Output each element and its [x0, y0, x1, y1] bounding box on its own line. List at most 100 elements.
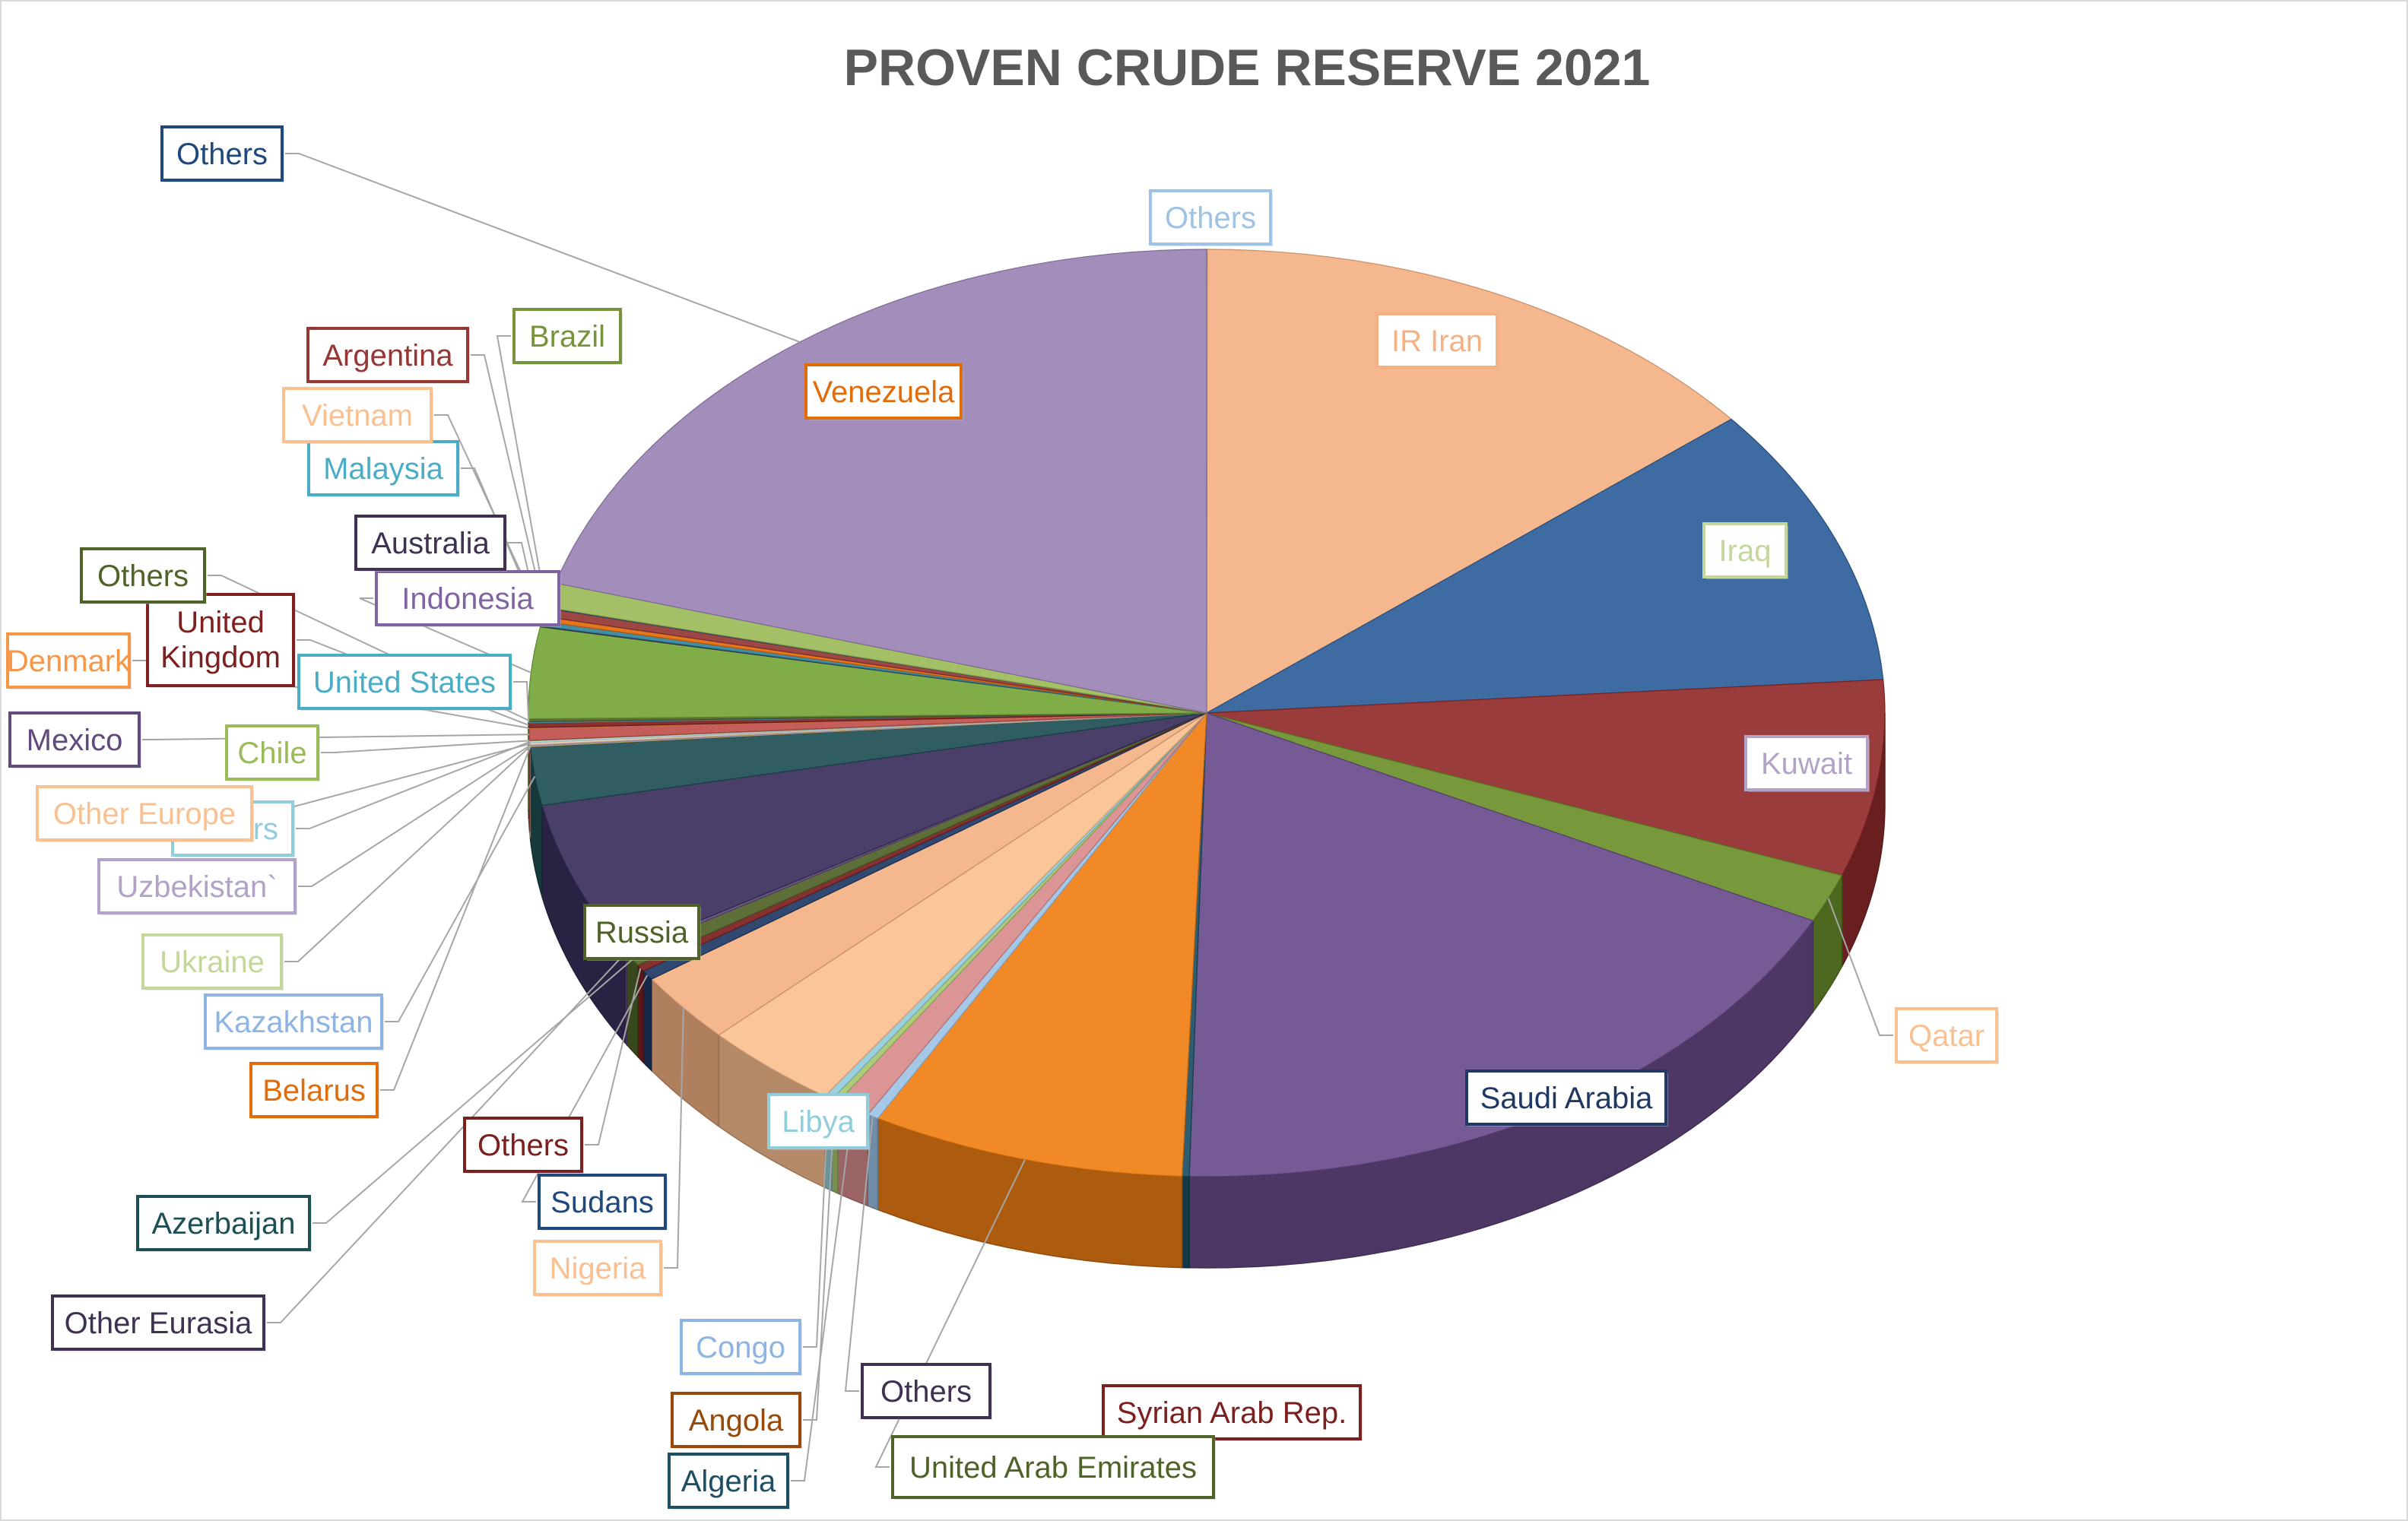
- callout-others-0: Others: [1149, 189, 1273, 246]
- callout-vietnam-34: Vietnam: [282, 387, 433, 444]
- callout-box: [136, 1195, 311, 1251]
- callout-box: [1149, 189, 1272, 246]
- pie-slice-kuwait-3: [1206, 679, 1886, 876]
- callout-box: [1375, 312, 1499, 369]
- callout-text: IR Iran: [1391, 325, 1483, 358]
- callout-box: [80, 547, 206, 604]
- callout-text: United Kingdom: [160, 606, 281, 674]
- callout-box: [533, 1240, 662, 1296]
- callout-text: Vietnam: [302, 399, 413, 433]
- callout-saudi-arabia-5: Saudi Arabia: [1465, 1069, 1668, 1126]
- callout-line-2: Kingdom: [160, 641, 281, 674]
- callout-box: [97, 858, 297, 914]
- leader-line-chile-25: [321, 740, 530, 753]
- callout-text: Denmark: [7, 645, 131, 678]
- leader-line-other-eurasia-17: [267, 952, 627, 1323]
- leader-line-united-states-29: [513, 681, 530, 723]
- callout-mexico-26: Mexico: [8, 711, 141, 768]
- leader-line-argentina-35: [471, 354, 546, 613]
- callout-box: [8, 711, 141, 768]
- callout-text: Libya: [782, 1105, 855, 1139]
- callout-other-eurasia-17: Other Eurasia: [51, 1294, 266, 1351]
- callout-russia-18: Russia: [583, 904, 701, 961]
- callout-box: [204, 993, 383, 1050]
- pie-side-syrian-arab-rep-6: [1181, 1175, 1190, 1269]
- callout-text: Iraq: [1719, 534, 1772, 568]
- pie-slice-ir-iran-1: [1206, 249, 1733, 715]
- callout-text: Sudans: [550, 1186, 654, 1219]
- callout-text: Others: [97, 559, 189, 593]
- callout-text: Argentina: [322, 339, 453, 372]
- callout-text: United Arab Emirates: [909, 1451, 1197, 1485]
- callout-box: [861, 1363, 991, 1419]
- callout-malaysia-33: Malaysia: [307, 440, 460, 497]
- leader-line-brazil-36: [496, 335, 547, 608]
- pie-slice-united-arab-emirates-7: [877, 711, 1207, 1177]
- callout-united-arab-emirates-7: United Arab Emirates: [891, 1435, 1216, 1500]
- callout-others-8: Others: [861, 1363, 992, 1420]
- callout-box: [512, 308, 622, 364]
- callout-text: Others: [176, 138, 268, 171]
- callout-kazakhstan-19: Kazakhstan: [204, 993, 384, 1050]
- callout-box: [306, 327, 469, 383]
- leader-line-ukraine-21: [284, 746, 531, 962]
- leader-line-vietnam-34: [434, 414, 544, 619]
- callout-text: Belarus: [262, 1074, 366, 1107]
- callout-algeria-9: Algeria: [668, 1453, 790, 1510]
- callout-text: Nigeria: [550, 1252, 646, 1285]
- leader-line-nigeria-13: [664, 1008, 684, 1269]
- leader-line-others-15: [585, 968, 642, 1146]
- callout-text: Ukraine: [160, 946, 265, 979]
- pie-side-sudans-14: [642, 969, 652, 1073]
- callout-united-states-29: United States: [297, 654, 512, 711]
- callout-box: [51, 1294, 265, 1351]
- leader-line-belarus-20: [380, 746, 531, 1091]
- callout-box: [1102, 1384, 1362, 1440]
- callout-box: [671, 1392, 801, 1448]
- callout-box: [249, 1062, 379, 1118]
- callout-text: Australia: [371, 527, 490, 560]
- callout-text: Kazakhstan: [214, 1006, 373, 1039]
- callout-denmark-27: Denmark: [6, 632, 132, 689]
- callout-text: Qatar: [1908, 1019, 1984, 1053]
- pie-side-others-15: [636, 964, 644, 1064]
- callout-other-europe-23: Other Europe: [36, 785, 254, 842]
- callout-box: [668, 1453, 789, 1509]
- callout-box: [1895, 1007, 1998, 1063]
- callout-text: Others: [477, 1129, 569, 1162]
- callout-box: [1744, 735, 1869, 791]
- callout-box: [1465, 1069, 1667, 1126]
- callout-leader-lines: [132, 153, 1893, 1481]
- chart-title: PROVEN CRUDE RESERVE 2021: [844, 39, 1651, 97]
- callout-text: Other Eurasia: [65, 1307, 253, 1340]
- callout-text: Azerbaijan: [151, 1207, 295, 1241]
- leader-line-united-arab-emirates-7: [874, 1159, 1026, 1468]
- callout-box: [354, 515, 506, 571]
- callout-text: United States: [313, 666, 496, 699]
- callout-text: Uzbekistan`: [116, 870, 277, 904]
- callout-australia-32: Australia: [354, 515, 507, 572]
- callout-text: Angola: [689, 1404, 784, 1437]
- callout-sudans-14: Sudans: [538, 1174, 668, 1231]
- callout-uzbekistan-22: Uzbekistan`: [97, 858, 297, 915]
- callout-chile-25: Chile: [225, 724, 320, 781]
- leader-line-others-8: [844, 1116, 874, 1392]
- callout-congo-11: Congo: [680, 1319, 802, 1376]
- callout-brazil-36: Brazil: [512, 308, 623, 365]
- callout-ukraine-21: Ukraine: [141, 933, 284, 990]
- callout-indonesia-31: Indonesia: [375, 570, 561, 627]
- callout-line-1: United: [176, 606, 265, 639]
- callout-ir-iran-1: IR Iran: [1375, 312, 1499, 369]
- callout-others-38: Others: [160, 125, 284, 182]
- leader-line-others-38: [285, 153, 801, 343]
- callout-text: Brazil: [529, 320, 605, 353]
- callout-text: Saudi Arabia: [1480, 1082, 1654, 1115]
- leader-line-others-24: [296, 740, 531, 829]
- callout-angola-10: Angola: [671, 1392, 802, 1449]
- leader-line-congo-11: [803, 1098, 830, 1348]
- callout-iraq-2: Iraq: [1702, 522, 1788, 579]
- callout-box: [282, 387, 433, 443]
- callout-box: [767, 1093, 869, 1149]
- callout-text: Russia: [595, 916, 689, 949]
